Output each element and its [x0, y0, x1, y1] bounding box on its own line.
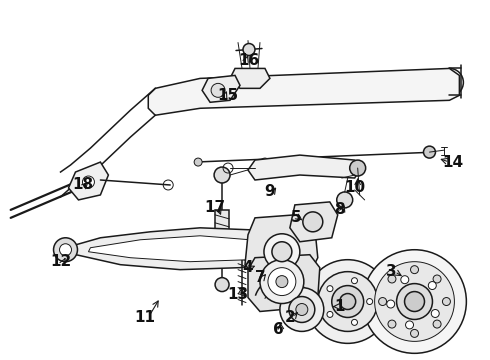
- Text: 3: 3: [386, 264, 397, 279]
- Circle shape: [351, 278, 358, 284]
- Circle shape: [289, 297, 315, 323]
- Circle shape: [268, 268, 296, 296]
- Text: 13: 13: [227, 287, 248, 302]
- Circle shape: [405, 292, 424, 311]
- Circle shape: [351, 319, 358, 325]
- Circle shape: [388, 320, 396, 328]
- Circle shape: [270, 238, 290, 258]
- Circle shape: [303, 212, 323, 232]
- Circle shape: [379, 298, 387, 306]
- Circle shape: [406, 321, 414, 329]
- Text: 8: 8: [334, 202, 345, 217]
- Circle shape: [59, 244, 72, 256]
- Polygon shape: [248, 255, 320, 311]
- Circle shape: [327, 311, 333, 318]
- Circle shape: [53, 238, 77, 262]
- Circle shape: [318, 272, 378, 332]
- Circle shape: [363, 250, 466, 353]
- Circle shape: [280, 288, 324, 332]
- Circle shape: [367, 298, 372, 305]
- Text: 2: 2: [285, 310, 295, 325]
- Polygon shape: [148, 68, 460, 115]
- Circle shape: [82, 176, 95, 188]
- Text: 7: 7: [255, 270, 265, 285]
- Circle shape: [296, 303, 308, 315]
- Circle shape: [350, 160, 366, 176]
- Circle shape: [401, 276, 409, 284]
- Circle shape: [243, 44, 255, 55]
- Text: 15: 15: [218, 88, 239, 103]
- Text: 11: 11: [135, 310, 156, 325]
- Polygon shape: [230, 68, 270, 88]
- Text: 9: 9: [265, 184, 275, 199]
- Text: 10: 10: [344, 180, 365, 195]
- Text: 1: 1: [335, 299, 345, 314]
- Circle shape: [214, 167, 230, 183]
- Circle shape: [442, 298, 450, 306]
- Circle shape: [337, 192, 353, 208]
- Circle shape: [264, 234, 300, 270]
- Circle shape: [215, 278, 229, 292]
- Polygon shape: [248, 155, 360, 180]
- Circle shape: [388, 275, 396, 283]
- Circle shape: [276, 276, 288, 288]
- Circle shape: [387, 300, 395, 308]
- Text: 6: 6: [272, 322, 283, 337]
- Circle shape: [211, 84, 225, 97]
- Circle shape: [411, 329, 418, 337]
- Circle shape: [411, 266, 418, 274]
- Text: 18: 18: [72, 177, 93, 193]
- Circle shape: [194, 158, 202, 166]
- Text: 14: 14: [442, 154, 463, 170]
- Circle shape: [327, 285, 333, 292]
- Circle shape: [260, 158, 270, 168]
- Polygon shape: [69, 162, 108, 200]
- Circle shape: [332, 285, 364, 318]
- Text: 12: 12: [50, 254, 71, 269]
- Circle shape: [431, 310, 439, 318]
- Circle shape: [396, 284, 433, 319]
- Circle shape: [340, 293, 356, 310]
- Text: 17: 17: [204, 201, 226, 215]
- Circle shape: [306, 260, 390, 343]
- Text: 16: 16: [238, 53, 260, 68]
- Circle shape: [375, 262, 454, 341]
- Circle shape: [428, 282, 436, 289]
- Circle shape: [260, 260, 304, 303]
- Polygon shape: [89, 236, 268, 262]
- Polygon shape: [63, 228, 285, 270]
- Circle shape: [433, 320, 441, 328]
- Text: 5: 5: [291, 210, 301, 225]
- Circle shape: [272, 242, 292, 262]
- Polygon shape: [290, 202, 338, 242]
- Text: 4: 4: [243, 260, 253, 275]
- Circle shape: [423, 146, 436, 158]
- Polygon shape: [215, 210, 229, 265]
- Polygon shape: [245, 215, 318, 285]
- Circle shape: [433, 275, 441, 283]
- Polygon shape: [202, 75, 240, 102]
